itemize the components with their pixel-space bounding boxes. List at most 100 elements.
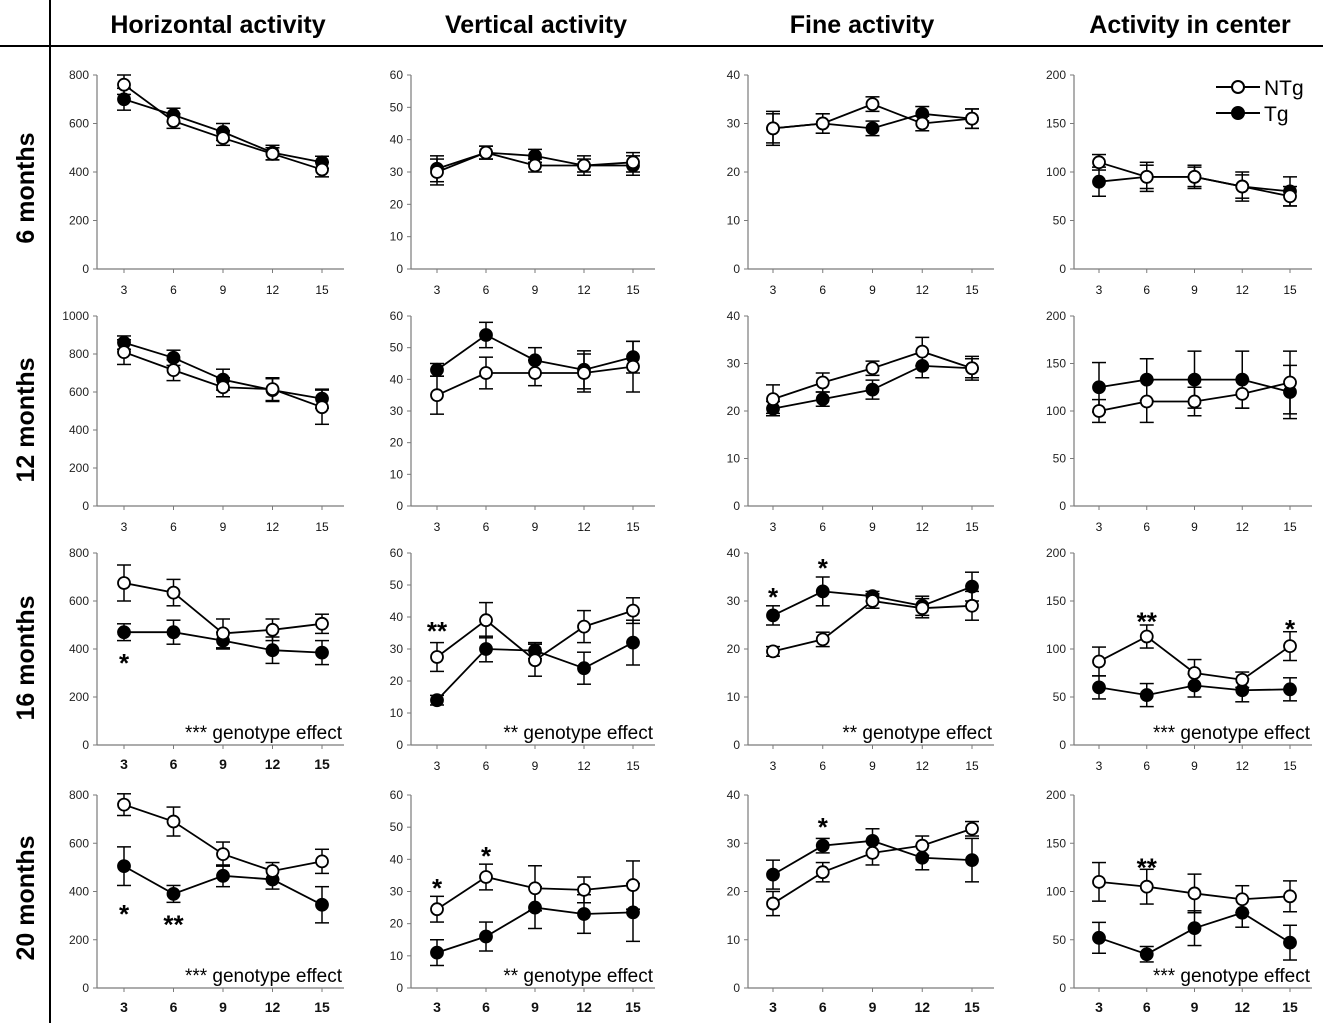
- y-tick-label: 30: [390, 404, 404, 418]
- point-ntg: [865, 97, 880, 111]
- panel-r2-c2: 0 10 20 30 40 50 60 3 6 9 12 15: [390, 309, 655, 534]
- x-tick-label: 9: [219, 756, 227, 772]
- x-tick-label: 12: [1236, 283, 1250, 297]
- point-ntg: [430, 388, 444, 403]
- y-tick-label: 10: [390, 467, 404, 481]
- point-ntg: [265, 382, 280, 397]
- genotype-effect-note: ** genotype effect: [503, 966, 653, 987]
- y-tick-label: 200: [1046, 546, 1066, 560]
- y-tick-label: 10: [727, 690, 741, 704]
- significance-star: *: [768, 582, 779, 612]
- point-ntg: [1092, 404, 1106, 418]
- x-tick-label: 6: [1143, 759, 1150, 773]
- significance-star: **: [1137, 606, 1158, 636]
- point-tg: [766, 867, 780, 882]
- y-tick-label: 600: [69, 117, 89, 131]
- significance-star: *: [432, 873, 443, 903]
- point-tg: [479, 642, 493, 656]
- y-tick-label: 0: [1059, 981, 1066, 995]
- point-tg: [1235, 372, 1250, 387]
- point-ntg: [766, 896, 780, 911]
- x-tick-label: 3: [769, 999, 777, 1015]
- x-tick-label: 12: [577, 520, 591, 534]
- point-ntg: [430, 165, 444, 179]
- row-title-12-months: 12 months: [12, 357, 40, 482]
- point-tg: [528, 353, 542, 368]
- x-tick-label: 6: [819, 520, 826, 534]
- x-tick-label: 6: [483, 759, 490, 773]
- point-ntg: [965, 111, 979, 126]
- y-tick-label: 100: [1046, 165, 1066, 179]
- point-tg: [965, 853, 979, 868]
- y-tick-label: 30: [727, 836, 741, 850]
- x-tick-label: 6: [819, 999, 827, 1015]
- point-ntg: [117, 345, 131, 360]
- y-tick-label: 40: [390, 610, 404, 624]
- y-tick-label: 50: [1053, 214, 1067, 228]
- y-tick-label: 800: [69, 546, 89, 560]
- point-tg: [216, 868, 230, 883]
- y-tick-label: 800: [69, 347, 89, 361]
- significance-star: *: [1285, 614, 1296, 644]
- y-tick-label: 150: [1046, 594, 1066, 608]
- x-tick-label: 15: [626, 759, 640, 773]
- y-tick-label: 20: [390, 674, 404, 688]
- y-tick-label: 40: [390, 133, 404, 147]
- x-tick-label: 6: [819, 283, 826, 297]
- point-tg: [965, 579, 979, 594]
- row-title-6-months: 6 months: [12, 132, 40, 243]
- x-tick-label: 9: [1191, 999, 1199, 1015]
- point-ntg: [117, 797, 131, 812]
- panel-r1-c3: 0 10 20 30 40 3 6 9 12 15: [727, 68, 994, 297]
- point-ntg: [430, 902, 444, 917]
- point-ntg: [216, 380, 230, 395]
- row-title-16-months: 16 months: [12, 595, 40, 720]
- panel-r4-c3: 0 10 20 30 40 3 6 9 12 15 *: [727, 788, 994, 1015]
- y-tick-label: 30: [727, 117, 741, 131]
- legend: NTg Tg: [1216, 77, 1304, 126]
- y-tick-label: 0: [1059, 262, 1066, 276]
- point-ntg: [265, 864, 280, 878]
- y-tick-label: 40: [727, 68, 741, 82]
- x-tick-label: 3: [770, 520, 777, 534]
- y-tick-label: 20: [727, 642, 741, 656]
- x-tick-label: 12: [1236, 520, 1250, 534]
- point-tg: [915, 850, 930, 865]
- point-tg: [1092, 930, 1106, 945]
- y-tick-label: 10: [727, 452, 741, 466]
- y-tick-label: 200: [69, 933, 89, 947]
- panel-r4-c4: 0 50 100 150 200 3 6 9 12 15 ** *** genotype effect: [1046, 788, 1312, 1015]
- point-ntg: [479, 870, 493, 884]
- point-ntg: [965, 598, 979, 613]
- row-title-20-months: 20 months: [12, 835, 40, 960]
- x-tick-label: 9: [532, 283, 539, 297]
- x-tick-label: 3: [434, 283, 441, 297]
- genotype-effect-note: *** genotype effect: [1153, 966, 1311, 987]
- panel-r2-c1: 0 200 400 600 800 1000 3 6 9 12 15: [62, 309, 344, 534]
- x-tick-label: 12: [266, 283, 280, 297]
- y-tick-label: 30: [390, 165, 404, 179]
- y-tick-label: 600: [69, 594, 89, 608]
- significance-star: **: [1137, 852, 1158, 882]
- point-ntg: [1092, 654, 1106, 669]
- point-tg: [626, 905, 640, 920]
- panel-r1-c1: 0 200 400 600 800 3 6 9 12 15: [69, 68, 344, 297]
- x-tick-label: 3: [434, 520, 441, 534]
- point-ntg: [965, 821, 979, 836]
- point-ntg: [815, 116, 830, 131]
- point-ntg: [1187, 394, 1202, 409]
- panel-r3-c3: 0 10 20 30 40 3 6 9 12 15 * * ** genotype effect: [727, 546, 994, 773]
- x-tick-label: 6: [1143, 520, 1150, 534]
- point-ntg: [1235, 672, 1250, 687]
- x-tick-label: 15: [314, 999, 330, 1015]
- point-ntg: [315, 400, 329, 415]
- point-ntg: [766, 392, 780, 407]
- point-tg: [1187, 678, 1202, 693]
- point-tg: [1283, 682, 1297, 697]
- y-tick-label: 600: [69, 385, 89, 399]
- panel-r1-c4: 0 50 100 150 200 3 6 9 12 15: [1046, 68, 1312, 297]
- x-tick-label: 3: [121, 520, 128, 534]
- point-tg: [117, 859, 131, 874]
- point-tg: [577, 661, 591, 676]
